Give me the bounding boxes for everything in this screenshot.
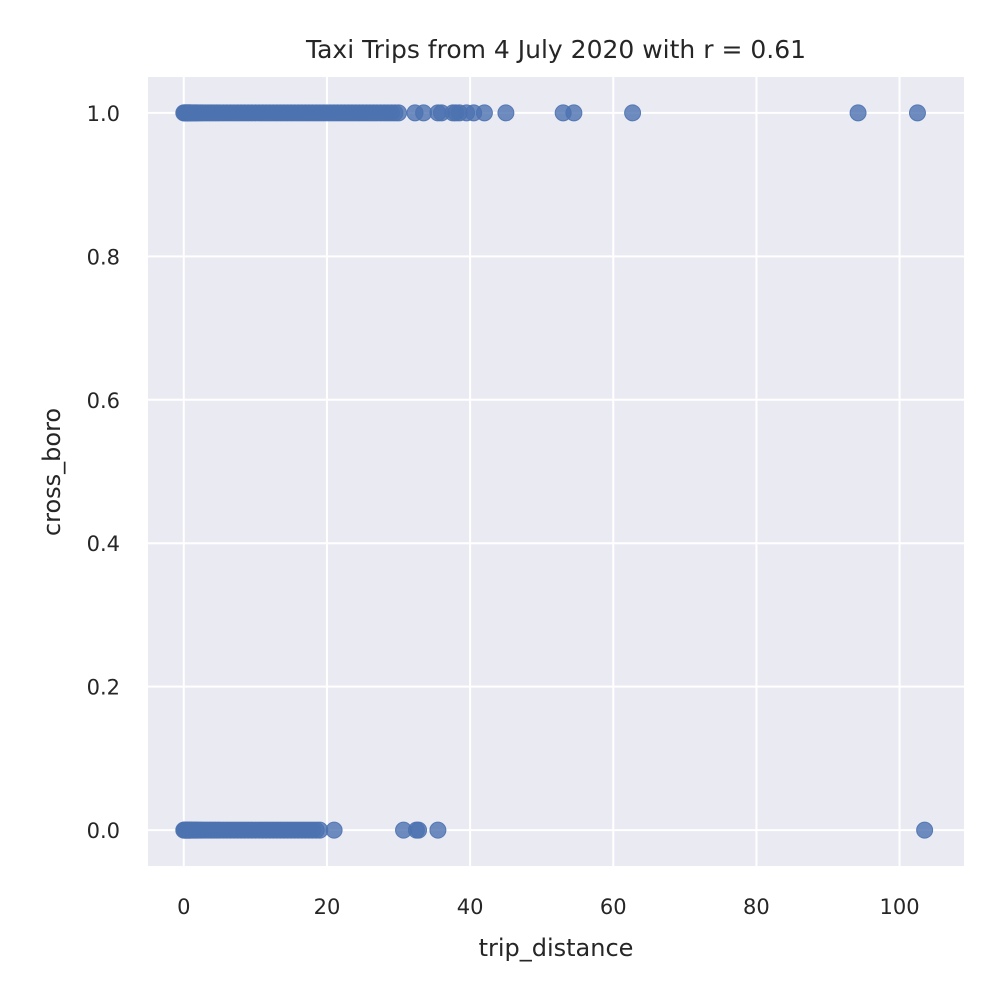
- data-point: [429, 821, 447, 839]
- chart-title: Taxi Trips from 4 July 2020 with r = 0.6…: [305, 35, 806, 64]
- y-axis-label: cross_boro: [38, 408, 66, 536]
- x-tick-label: 20: [314, 895, 341, 919]
- y-tick-labels: 0.0 0.2 0.4 0.6 0.8 1.0: [87, 102, 120, 843]
- data-point: [908, 104, 926, 122]
- data-point: [475, 104, 493, 122]
- x-tick-labels: 0 20 40 60 80 100: [177, 895, 920, 919]
- x-tick-label: 60: [600, 895, 627, 919]
- data-point: [390, 104, 408, 122]
- x-tick-label: 0: [177, 895, 190, 919]
- x-tick-label: 80: [743, 895, 770, 919]
- data-point: [849, 104, 867, 122]
- y-tick-label: 0.6: [87, 389, 120, 413]
- y-tick-label: 1.0: [87, 102, 120, 126]
- x-axis-label: trip_distance: [479, 934, 634, 962]
- y-tick-label: 0.4: [87, 532, 120, 556]
- y-tick-label: 0.8: [87, 245, 120, 269]
- plot-background: [148, 77, 964, 866]
- data-point: [565, 104, 583, 122]
- data-point: [415, 104, 433, 122]
- data-point: [624, 104, 642, 122]
- data-point: [325, 821, 343, 839]
- x-tick-label: 100: [880, 895, 920, 919]
- data-point: [497, 104, 515, 122]
- data-point: [410, 821, 428, 839]
- y-tick-label: 0.0: [87, 819, 120, 843]
- x-tick-label: 40: [457, 895, 484, 919]
- data-point: [916, 821, 934, 839]
- x-gridlines: [182, 77, 901, 866]
- data-points: [175, 104, 934, 839]
- y-tick-label: 0.2: [87, 676, 120, 700]
- data-point: [311, 821, 329, 839]
